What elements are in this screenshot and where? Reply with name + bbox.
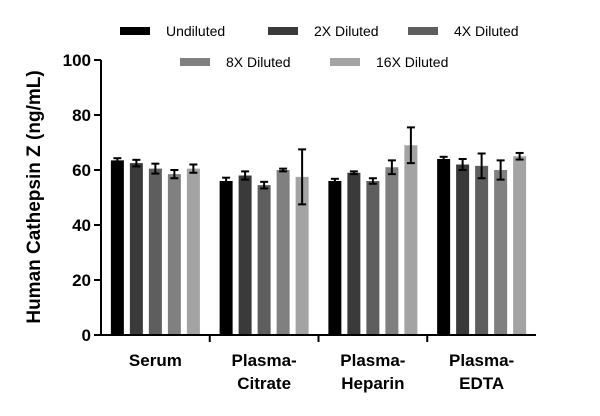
bar [347,172,361,335]
legend-swatch [180,58,210,66]
bar [328,181,342,335]
bar [148,168,162,335]
bar [494,170,508,335]
x-category-label: Plasma- [232,351,297,370]
bar [385,167,399,335]
bar [513,156,527,335]
legend-label: 4X Diluted [454,23,519,39]
bar [276,170,290,335]
y-tick-label: 60 [72,161,91,180]
bar [238,175,252,335]
legend-swatch [120,27,150,35]
bar [475,165,489,335]
bar [219,181,233,335]
bar [456,164,470,335]
legend-label: 16X Diluted [376,54,448,70]
legend-swatch [330,58,360,66]
bar [110,160,124,335]
bar [295,176,309,335]
bar [257,185,271,335]
legend-label: 2X Diluted [314,23,379,39]
bar [437,159,451,335]
x-category-label: Plasma- [449,351,514,370]
legend: Undiluted 2X Diluted 4X Diluted 8X Diluted 1… [120,23,519,70]
y-tick-label: 100 [63,51,91,70]
bars-layer [110,126,527,335]
x-category-label: EDTA [459,374,504,393]
x-category-label: Heparin [341,374,404,393]
bar [366,181,380,335]
x-category-label: Plasma- [340,351,405,370]
axes-layer: 0 20 40 60 80 100 Serum Plasma- Citrate Plasma- He… [63,51,536,393]
legend-swatch [408,27,438,35]
bar [186,168,200,335]
legend-swatch [268,27,298,35]
y-tick-label: 0 [82,326,91,345]
bar [404,145,418,335]
legend-label: Undiluted [166,23,225,39]
y-axis-title: Human Cathepsin Z (ng/mL) [24,70,45,323]
x-category-label: Serum [129,351,182,370]
y-tick-label: 80 [72,106,91,125]
y-tick-label: 40 [72,216,91,235]
bar [129,163,143,335]
y-tick-label: 20 [72,271,91,290]
bar [167,174,181,335]
legend-label: 8X Diluted [226,54,291,70]
x-category-label: Citrate [237,374,291,393]
